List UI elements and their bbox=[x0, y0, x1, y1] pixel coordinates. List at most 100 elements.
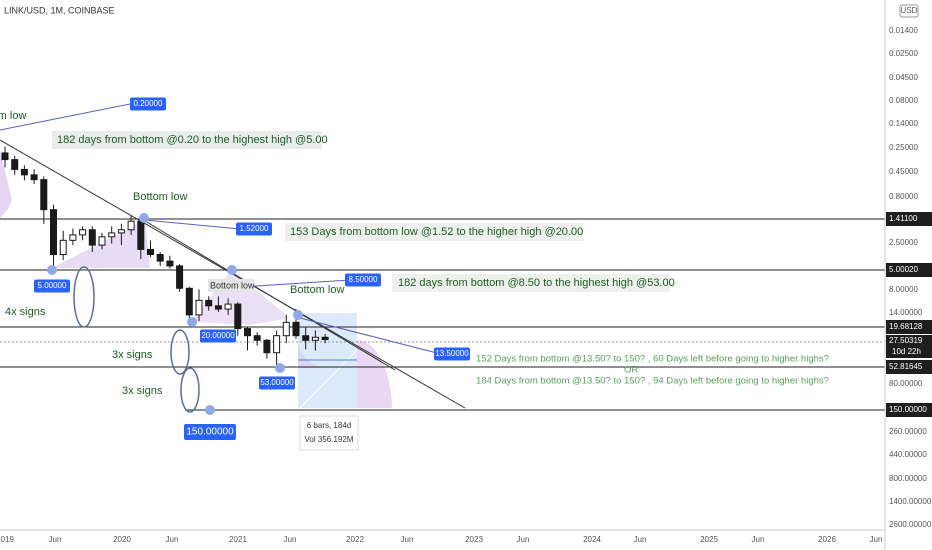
price-label: 0.01400 bbox=[889, 26, 918, 35]
currency[interactable]: USD bbox=[901, 6, 918, 15]
price-label: 14.00000 bbox=[889, 308, 923, 317]
price-tag: 53.00000 bbox=[260, 378, 294, 387]
price-label: 800.00000 bbox=[889, 474, 927, 483]
candle-body bbox=[253, 335, 261, 341]
candle-body bbox=[147, 248, 154, 256]
candle-body bbox=[292, 321, 300, 337]
candle-body bbox=[282, 321, 290, 337]
time-label: Jun bbox=[166, 535, 179, 544]
currency-button[interactable] bbox=[899, 4, 919, 18]
note-bg bbox=[392, 274, 670, 292]
price-label: 0.80000 bbox=[889, 192, 918, 201]
current-price: 27.50319 bbox=[889, 336, 923, 345]
price-label: 0.02500 bbox=[889, 49, 918, 58]
note-bg bbox=[208, 279, 254, 292]
symbol-title: LINK/USD, 1M, COINBASE bbox=[4, 5, 115, 15]
time-label: 2022 bbox=[346, 535, 364, 544]
candle-body bbox=[98, 236, 106, 246]
time-label: 2024 bbox=[583, 535, 601, 544]
price-tag-box bbox=[345, 273, 381, 287]
candle-body bbox=[185, 287, 193, 316]
candle-body bbox=[30, 174, 38, 181]
annotation: 182 days from bottom @0.20 to the highes… bbox=[57, 134, 328, 146]
candle-body bbox=[302, 335, 310, 341]
price-tag-bg bbox=[886, 360, 932, 374]
candle-body bbox=[224, 303, 232, 310]
candle-body bbox=[244, 328, 251, 337]
measure-text: 6 bars, 184d bbox=[307, 421, 351, 430]
price-tag: 52.81645 bbox=[889, 362, 923, 371]
candle-body bbox=[195, 299, 203, 316]
candle-body bbox=[69, 234, 77, 241]
time-label: Jun bbox=[49, 535, 62, 544]
time-label: 2021 bbox=[229, 535, 247, 544]
price-tag: 150.00000 bbox=[889, 405, 927, 414]
countdown: 10d 22h bbox=[892, 347, 921, 356]
candle-body bbox=[137, 220, 145, 250]
current-price-bg bbox=[886, 335, 932, 358]
candle-body bbox=[40, 179, 48, 211]
price-tag-box bbox=[259, 376, 295, 390]
price-tag: 20.00000 bbox=[201, 331, 235, 340]
price-tag: 0.20000 bbox=[134, 99, 163, 108]
time-label: Jun bbox=[401, 535, 414, 544]
time-label: Jun bbox=[752, 535, 765, 544]
price-tag-box bbox=[200, 329, 236, 343]
time-label: Jun bbox=[870, 535, 883, 544]
price-tag-box bbox=[236, 222, 272, 236]
sign-ovals bbox=[73, 266, 200, 413]
price-label: 440.00000 bbox=[889, 450, 927, 459]
candle-body bbox=[234, 303, 242, 330]
dots bbox=[47, 213, 303, 415]
annotation: Bottom low bbox=[290, 284, 344, 296]
candle-body bbox=[176, 265, 184, 289]
candle-body bbox=[88, 229, 96, 246]
note-bg bbox=[52, 131, 322, 149]
price-label: 80.00000 bbox=[889, 379, 923, 388]
annotation: 152 Days from bottom @13.50? to 150? , 6… bbox=[476, 354, 829, 365]
pointer-lines bbox=[0, 103, 438, 354]
candle-body bbox=[59, 239, 67, 256]
annotation: OR bbox=[624, 365, 638, 376]
time-label: Jun bbox=[517, 535, 530, 544]
annotation: 153 Days from bottom low @1.52 to the hi… bbox=[290, 226, 583, 238]
time-label: 2026 bbox=[818, 535, 836, 544]
time-label: 2025 bbox=[700, 535, 718, 544]
arc bbox=[0, 150, 12, 218]
price-label: 0.04500 bbox=[889, 73, 918, 82]
price-label: 8.00000 bbox=[889, 285, 918, 294]
annotation: 4x signs bbox=[5, 306, 46, 318]
price-label: 0.45000 bbox=[889, 167, 918, 176]
price-label: 1400.00000 bbox=[889, 497, 932, 506]
price-tag-bg bbox=[886, 263, 932, 277]
price-label: 260.00000 bbox=[889, 427, 927, 436]
candle-body bbox=[311, 336, 319, 341]
arc bbox=[190, 270, 290, 325]
time-label: Jun bbox=[634, 535, 647, 544]
price-label: 2.50000 bbox=[889, 238, 918, 247]
measure-tooltip bbox=[299, 415, 359, 451]
trend-line bbox=[139, 217, 396, 371]
candle-body bbox=[1, 152, 9, 161]
candle-body bbox=[108, 232, 116, 238]
price-tag-box bbox=[34, 279, 70, 293]
price-tag: 13.50000 bbox=[435, 349, 469, 358]
candle-body bbox=[11, 159, 19, 170]
annotation: 182 days from bottom @8.50 to the highes… bbox=[398, 277, 675, 289]
annotation: 3x signs bbox=[112, 349, 153, 361]
candle-body bbox=[79, 229, 87, 236]
candle-body bbox=[127, 220, 135, 231]
annotation: Bottom low bbox=[0, 110, 26, 122]
price-tag-bg bbox=[886, 320, 932, 334]
time-label: 2023 bbox=[465, 535, 483, 544]
candle-body bbox=[263, 339, 271, 354]
price-label: 0.08000 bbox=[889, 96, 918, 105]
measure-text: Vol 356.192M bbox=[305, 435, 354, 444]
annotation: 3x signs bbox=[122, 385, 163, 397]
candle-body bbox=[273, 335, 281, 354]
arc bbox=[357, 340, 392, 408]
candle-body bbox=[205, 299, 213, 307]
